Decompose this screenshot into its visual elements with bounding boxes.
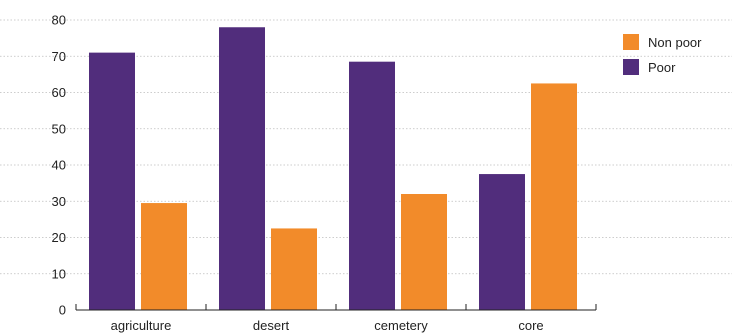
y-tick-label: 60: [52, 85, 66, 100]
x-axis: [75, 304, 597, 311]
bar-poor-core: [479, 174, 525, 310]
y-tick-label: 20: [52, 230, 66, 245]
bar-poor-desert: [219, 27, 265, 310]
bar-non-poor-agriculture: [141, 203, 187, 310]
category-label-desert: desert: [253, 318, 290, 333]
y-tick-label: 80: [52, 13, 66, 28]
bar-non-poor-core: [531, 83, 577, 310]
legend-swatch-non-poor: [623, 34, 639, 50]
category-label-agriculture: agriculture: [111, 318, 172, 333]
y-tick-label: 0: [59, 303, 66, 318]
bar-poor-agriculture: [89, 52, 135, 310]
bars: [89, 27, 577, 310]
y-tick-label: 40: [52, 158, 66, 173]
category-label-core: core: [518, 318, 543, 333]
y-tick-label: 30: [52, 194, 66, 209]
x-axis-categories: agriculture desert cemetery core: [111, 318, 544, 333]
gridlines: [0, 19, 732, 275]
legend-label-non-poor: Non poor: [648, 35, 702, 50]
y-tick-label: 10: [52, 266, 66, 281]
y-tick-label: 70: [52, 49, 66, 64]
category-label-cemetery: cemetery: [374, 318, 428, 333]
y-axis-ticks: 0 10 20 30 40 50 60 70 80: [52, 13, 66, 318]
bar-poor-cemetery: [349, 61, 395, 310]
legend-label-poor: Poor: [648, 60, 676, 75]
y-tick-label: 50: [52, 121, 66, 136]
bar-non-poor-cemetery: [401, 194, 447, 310]
bar-non-poor-desert: [271, 228, 317, 310]
legend: Non poor Poor: [623, 34, 702, 75]
legend-swatch-poor: [623, 59, 639, 75]
